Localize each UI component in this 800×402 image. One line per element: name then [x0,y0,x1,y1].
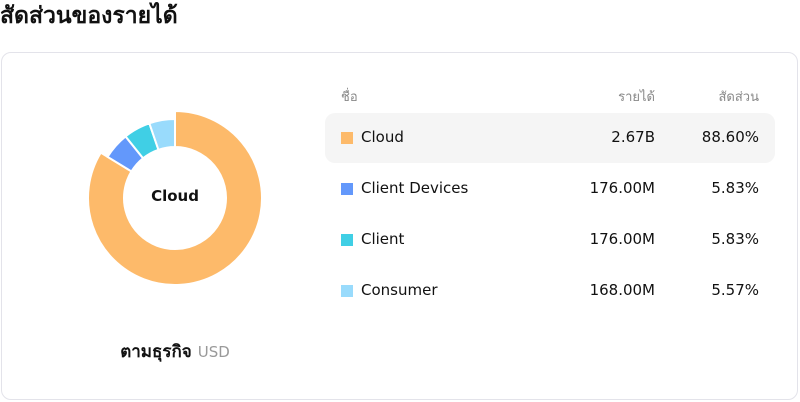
color-swatch [341,285,353,297]
color-swatch [341,183,353,195]
header-name: ชื่อ [341,90,358,105]
row-revenue: 168.00M [589,281,655,299]
header-share: สัดส่วน [718,90,760,105]
caption-label: ตามธุรกิจ [120,342,192,362]
page-title: สัดส่วนของรายได้ [0,3,178,29]
header-revenue: รายได้ [618,90,655,105]
revenue-card [1,52,798,400]
row-name: Consumer [361,281,438,299]
row-share: 5.83% [711,179,759,197]
slice-cloud[interactable] [87,109,263,286]
color-swatch [341,132,353,144]
table-row[interactable]: Cloud 2.67B 88.60% [325,113,775,163]
row-name: Cloud [361,128,404,146]
row-share: 5.83% [711,230,759,248]
donut-chart [87,109,263,286]
donut-center-label: Cloud [151,187,199,205]
row-revenue: 176.00M [589,179,655,197]
chart-caption: ตามธุรกิจ USD [0,338,350,365]
row-revenue: 176.00M [589,230,655,248]
slice-consumer[interactable] [148,117,176,152]
color-swatch [341,234,353,246]
row-share: 5.57% [711,281,759,299]
table-row[interactable]: Consumer 168.00M 5.57% [325,266,775,316]
row-name: Client Devices [361,179,469,197]
row-name: Client [361,230,405,248]
table-row[interactable]: Client 176.00M 5.83% [325,215,775,265]
row-revenue: 2.67B [611,128,655,146]
currency-label: USD [197,343,230,361]
row-share: 88.60% [701,128,759,146]
table-row[interactable]: Client Devices 176.00M 5.83% [325,164,775,214]
